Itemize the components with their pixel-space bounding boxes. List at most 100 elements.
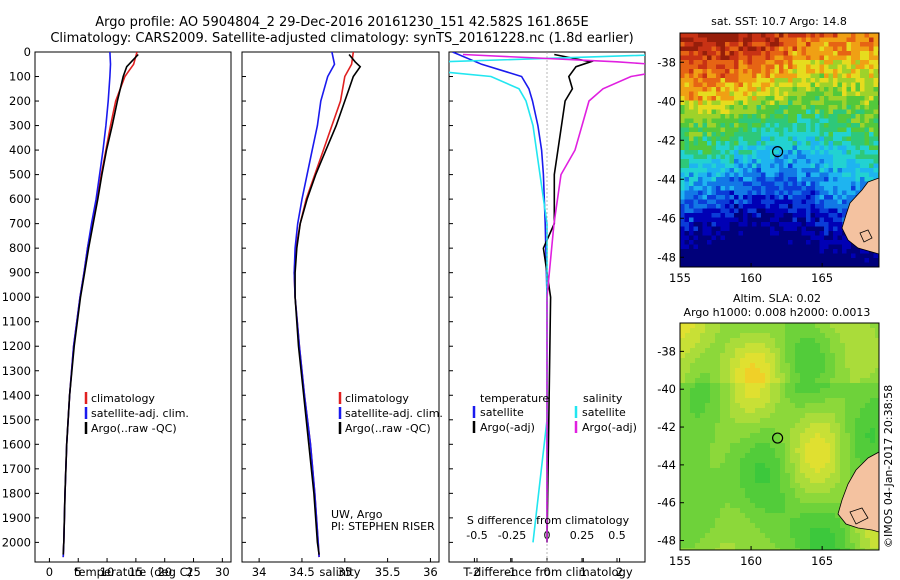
- salinity-series: [293, 52, 362, 558]
- s-tick-label: 0.5: [608, 529, 626, 542]
- x-tick-label: 1: [580, 565, 587, 579]
- map-y-label: -48: [657, 534, 676, 548]
- y-tick-label: 1700: [2, 462, 31, 476]
- series-line: [62, 53, 139, 555]
- series-line: [62, 52, 138, 558]
- series-line: [293, 52, 336, 558]
- difference-legend: temperature salinity satellite Argo(-adj…: [472, 392, 637, 434]
- temperature-panel-frame: [34, 51, 232, 563]
- difference-series: [449, 52, 645, 562]
- x-tick-label: 25: [186, 565, 201, 579]
- x-tick-label: 0: [46, 565, 53, 579]
- map-x-label: 160: [740, 554, 762, 568]
- legend-label-satellite: satellite-adj. clim.: [91, 407, 189, 420]
- map-x-label: 155: [669, 554, 691, 568]
- legend-label-t-satellite: satellite: [480, 406, 524, 419]
- map-y-label: -42: [657, 420, 676, 434]
- salinity-legend: climatology satellite-adj. clim. Argo(..…: [338, 392, 443, 435]
- y-tick-label: 1500: [2, 413, 31, 427]
- x-tick-label: 35: [337, 565, 352, 579]
- argo-location-marker: [771, 145, 784, 158]
- x-tick-label: 34: [252, 565, 267, 579]
- y-tick-label: 700: [9, 217, 31, 231]
- y-tick-label: 800: [9, 241, 31, 255]
- sla-land: [837, 451, 879, 533]
- y-tick-label: 0: [24, 45, 31, 59]
- salinity-x-label: salinity: [319, 565, 360, 579]
- sla-map-title-1: Altim. SLA: 0.02: [733, 292, 821, 305]
- sst-map-title: sat. SST: 10.7 Argo: 14.8: [711, 15, 847, 28]
- y-tick-label: 2000: [2, 535, 31, 549]
- sst-heatmap: [680, 33, 879, 267]
- x-tick-label: 35.5: [375, 565, 401, 579]
- s-tick-label: 0.25: [570, 529, 595, 542]
- map-y-label: -44: [657, 458, 676, 472]
- legend-label-argo: Argo(..raw -QC): [91, 422, 177, 435]
- legend-label-argo: Argo(..raw -QC): [345, 422, 431, 435]
- y-tick-label: 900: [9, 266, 31, 280]
- map-x-label: 165: [811, 271, 833, 285]
- x-tick-label: 15: [129, 565, 144, 579]
- annotation-pi: PI: STEPHEN RISER: [331, 520, 435, 533]
- s-tick-label: -0.5: [466, 529, 487, 542]
- y-tick-label: 1400: [2, 388, 31, 402]
- x-tick-label: 30: [215, 565, 230, 579]
- x-tick-label: 2: [616, 565, 623, 579]
- series-line: [542, 53, 594, 543]
- legend-label-s-satellite: satellite: [582, 406, 626, 419]
- legend-label-s-argo: Argo(-adj): [582, 421, 637, 434]
- temperature-legend: climatology satellite-adj. clim. Argo(..…: [84, 392, 189, 435]
- map-x-label: 165: [811, 554, 833, 568]
- x-tick-label: 20: [157, 565, 172, 579]
- map-y-label: -46: [657, 496, 676, 510]
- legend-header-salinity: salinity: [583, 392, 623, 405]
- temperature-series: [62, 52, 139, 558]
- y-tick-label: 1300: [2, 364, 31, 378]
- y-tick-label: 200: [9, 94, 31, 108]
- y-tick-label: 1800: [2, 486, 31, 500]
- sst-map-axes: 155 160 165 -38 -40 -42 -44 -46 -48: [657, 55, 833, 285]
- y-tick-label: 1600: [2, 437, 31, 451]
- salinity-panel-frame: [241, 51, 440, 563]
- sst-land: [841, 177, 879, 255]
- s-difference-label: S difference from climatology: [467, 514, 630, 527]
- map-x-label: 160: [740, 271, 762, 285]
- sla-map-axes: 155 160 165 -38 -40 -42 -44 -46 -48: [657, 344, 833, 568]
- map-y-label: -40: [657, 94, 676, 108]
- map-x-label: 155: [669, 271, 691, 285]
- salinity-x-ticks: 34 34.5 35 35.5 36: [252, 558, 438, 579]
- legend-header-temperature: temperature: [480, 392, 549, 405]
- y-tick-label: 1900: [2, 511, 31, 525]
- x-tick-label: 5: [75, 565, 82, 579]
- legend-label-satellite: satellite-adj. clim.: [345, 407, 443, 420]
- map-y-label: -38: [657, 344, 676, 358]
- y-tick-label: 100: [9, 70, 31, 84]
- sst-map-frame: [679, 32, 880, 268]
- s-tick-label: -0.25: [498, 529, 526, 542]
- series-line: [293, 52, 355, 558]
- y-tick-label: 400: [9, 143, 31, 157]
- imos-credit: ©IMOS 04-Jan-2017 20:38:58: [882, 385, 895, 548]
- series-line: [294, 53, 362, 555]
- map-y-label: -46: [657, 211, 676, 225]
- legend-label-t-argo: Argo(-adj): [480, 421, 535, 434]
- map-y-label: -42: [657, 133, 676, 147]
- argo-location-marker: [771, 432, 784, 444]
- legend-label-climatology: climatology: [91, 392, 155, 405]
- x-tick-label: 0: [543, 565, 550, 579]
- difference-x-ticks: -2 -1 0 1 2-0.5 -0.25 0 0.25 0.5: [466, 529, 625, 579]
- temperature-x-label: temperature (deg C): [74, 565, 192, 579]
- pressure-axis: 0 100 200 300 400 500 600 700 800 900 1000 1100 1200…: [2, 45, 453, 549]
- title-line-2: Climatology: CARS2009. Satellite-adjuste…: [50, 31, 633, 46]
- y-tick-label: 500: [9, 168, 31, 182]
- x-tick-label: 36: [423, 565, 438, 579]
- series-line: [462, 53, 645, 543]
- t-difference-label: T difference from climatology: [462, 565, 633, 579]
- temperature-x-ticks: 0 5 10 15 20 25 30: [46, 558, 230, 579]
- legend-label-climatology: climatology: [345, 392, 409, 405]
- x-tick-label: 34.5: [289, 565, 315, 579]
- sla-map-title-2: Argo h1000: 0.008 h2000: 0.0013: [684, 306, 871, 319]
- map-y-label: -38: [657, 55, 676, 69]
- series-line: [62, 52, 112, 558]
